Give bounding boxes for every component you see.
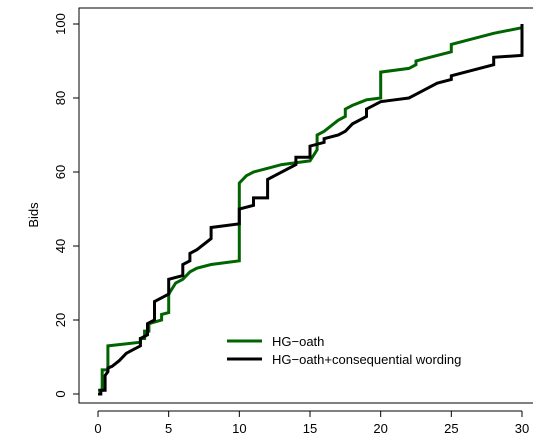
- y-axis-title: Bids: [26, 202, 41, 228]
- x-tick-label: 15: [303, 421, 317, 436]
- y-tick-label: 60: [53, 165, 68, 179]
- x-tick-label: 0: [94, 421, 101, 436]
- series-line-hg-oath-consequential: [98, 24, 524, 396]
- series-line-hg-oath: [98, 26, 523, 392]
- y-tick-label: 80: [53, 91, 68, 105]
- x-axis: 0 5 10 15 20 25 30: [94, 410, 529, 436]
- x-tick-label: 30: [515, 421, 529, 436]
- y-tick-label: 100: [53, 13, 68, 35]
- series-layer: [98, 24, 524, 396]
- legend: HG−oath HG−oath+consequential wording: [227, 334, 461, 367]
- y-tick-label: 20: [53, 313, 68, 327]
- y-tick-label: 0: [53, 390, 68, 397]
- y-tick-label: 40: [53, 239, 68, 253]
- legend-label-hg-oath: HG−oath: [272, 334, 324, 349]
- x-tick-label: 10: [232, 421, 246, 436]
- legend-label-hg-oath-consequential: HG−oath+consequential wording: [272, 352, 461, 367]
- x-tick-label: 20: [373, 421, 387, 436]
- x-tick-label: 5: [165, 421, 172, 436]
- y-axis: 0 20 40 60 80 100: [53, 13, 80, 398]
- x-tick-label: 25: [444, 421, 458, 436]
